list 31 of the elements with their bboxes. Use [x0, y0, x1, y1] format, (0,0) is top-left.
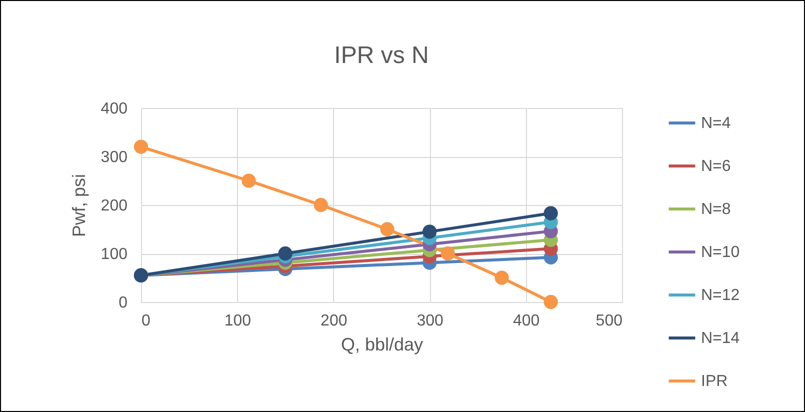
point: [544, 294, 558, 310]
y-tick-label: 300: [100, 149, 128, 166]
x-tick-label: 100: [224, 312, 252, 330]
legend-label: N=8: [701, 201, 731, 218]
legend-label: N=12: [701, 287, 740, 304]
legend-label: N=10: [701, 244, 740, 261]
point: [134, 140, 148, 154]
point: [314, 198, 328, 212]
point: [242, 174, 256, 188]
point: [278, 246, 292, 261]
chart-title: IPR vs N: [334, 42, 429, 69]
x-axis-title: Q, bbl/day: [340, 334, 424, 354]
x-tick-label: 400: [512, 312, 540, 330]
x-tick-label: 500: [596, 312, 623, 330]
point: [544, 206, 558, 220]
legend-label: N=4: [701, 115, 731, 132]
y-tick-label: 0: [118, 294, 128, 312]
legend-label: N=14: [701, 330, 740, 347]
legend-label: IPR: [701, 373, 728, 390]
y-tick-label: 400: [100, 100, 128, 118]
point: [494, 270, 509, 285]
point: [422, 224, 437, 239]
point: [380, 222, 394, 236]
x-tick-label: 300: [416, 312, 444, 330]
x-tick-label: 0: [142, 312, 150, 330]
y-tick-label: 100: [100, 246, 128, 263]
legend-label: N=6: [701, 158, 731, 175]
y-axis-title: Pwf, psi: [68, 174, 89, 238]
y-tick-label: 200: [100, 198, 128, 214]
x-tick-label: 200: [320, 312, 348, 330]
point: [440, 246, 455, 261]
